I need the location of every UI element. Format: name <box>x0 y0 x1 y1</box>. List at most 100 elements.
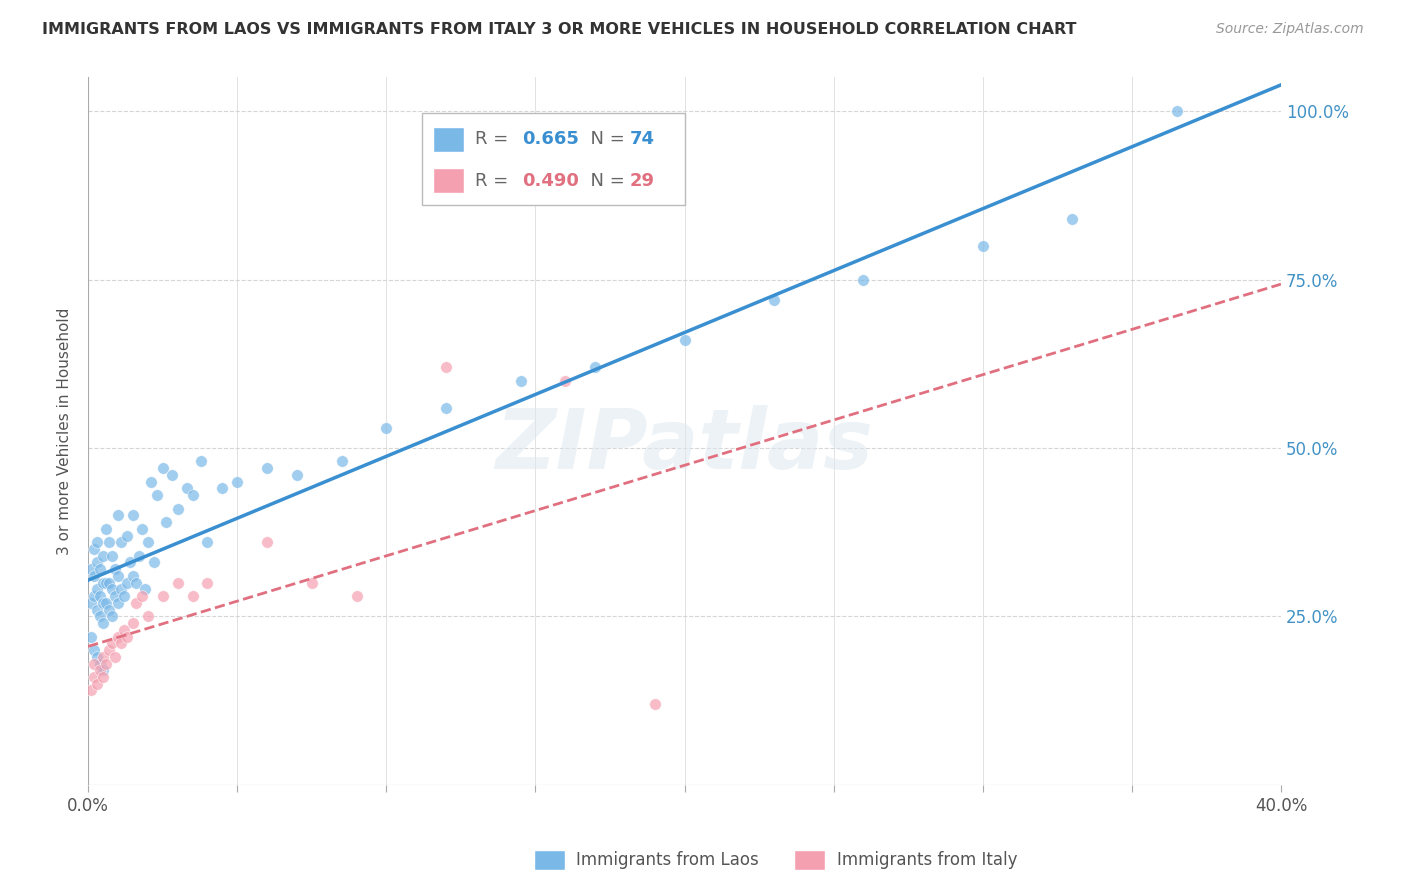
Point <box>131 589 153 603</box>
Point <box>118 556 141 570</box>
FancyBboxPatch shape <box>433 127 464 152</box>
Point <box>83 569 105 583</box>
Point <box>136 535 159 549</box>
Point <box>112 589 135 603</box>
Point <box>86 676 108 690</box>
Point <box>125 575 148 590</box>
Point <box>256 535 278 549</box>
Point <box>89 657 111 671</box>
Point <box>128 549 150 563</box>
Point <box>83 541 105 556</box>
Text: Source: ZipAtlas.com: Source: ZipAtlas.com <box>1216 22 1364 37</box>
Point <box>142 556 165 570</box>
Point <box>190 454 212 468</box>
Point <box>256 461 278 475</box>
Point <box>972 239 994 253</box>
Point <box>136 609 159 624</box>
Point <box>80 630 103 644</box>
Point <box>125 596 148 610</box>
Point <box>301 575 323 590</box>
Point <box>115 575 138 590</box>
Point <box>110 582 132 597</box>
Point <box>83 589 105 603</box>
Point <box>91 649 114 664</box>
Point <box>673 333 696 347</box>
Text: Immigrants from Laos: Immigrants from Laos <box>576 851 759 869</box>
Point <box>91 663 114 677</box>
Point <box>131 522 153 536</box>
Point <box>211 481 233 495</box>
Point <box>94 575 117 590</box>
Point <box>110 636 132 650</box>
Point <box>80 596 103 610</box>
Point <box>98 575 121 590</box>
Point <box>181 589 204 603</box>
Point <box>89 589 111 603</box>
Point <box>80 683 103 698</box>
Point <box>115 630 138 644</box>
Point <box>101 636 124 650</box>
Point <box>115 528 138 542</box>
Point <box>285 467 308 482</box>
Point <box>434 401 457 415</box>
Point <box>197 535 219 549</box>
Text: N =: N = <box>579 172 630 190</box>
Point <box>101 549 124 563</box>
Point <box>104 589 127 603</box>
Point <box>145 488 167 502</box>
Point <box>94 657 117 671</box>
Point <box>91 575 114 590</box>
Point <box>122 569 145 583</box>
Point <box>155 515 177 529</box>
Point <box>110 535 132 549</box>
Point <box>86 649 108 664</box>
Point <box>644 697 666 711</box>
Text: N =: N = <box>579 130 630 148</box>
Point <box>89 609 111 624</box>
Point <box>197 575 219 590</box>
Text: R =: R = <box>475 130 513 148</box>
Point <box>1166 104 1188 119</box>
Point <box>98 643 121 657</box>
FancyBboxPatch shape <box>433 168 464 194</box>
Point <box>86 556 108 570</box>
Point <box>91 616 114 631</box>
Point <box>104 649 127 664</box>
Point <box>134 582 156 597</box>
Point <box>107 508 129 523</box>
Y-axis label: 3 or more Vehicles in Household: 3 or more Vehicles in Household <box>58 308 72 555</box>
Point <box>83 670 105 684</box>
Point <box>181 488 204 502</box>
Point <box>160 467 183 482</box>
Point <box>509 374 531 388</box>
Point <box>122 508 145 523</box>
Point <box>86 535 108 549</box>
Point <box>94 522 117 536</box>
Point <box>86 582 108 597</box>
Point <box>101 582 124 597</box>
FancyBboxPatch shape <box>794 850 825 870</box>
Point <box>86 602 108 616</box>
Point <box>375 421 398 435</box>
Point <box>104 562 127 576</box>
Point <box>139 475 162 489</box>
Point <box>80 562 103 576</box>
Point <box>1062 211 1084 226</box>
Point <box>152 589 174 603</box>
Point <box>583 360 606 375</box>
Point <box>763 293 786 307</box>
Point <box>112 623 135 637</box>
Point <box>91 549 114 563</box>
Point <box>330 454 353 468</box>
Point <box>89 663 111 677</box>
Text: Immigrants from Italy: Immigrants from Italy <box>837 851 1017 869</box>
Point <box>98 535 121 549</box>
Text: 0.665: 0.665 <box>523 130 579 148</box>
Point <box>107 596 129 610</box>
Point <box>152 461 174 475</box>
Text: 74: 74 <box>630 130 654 148</box>
Text: 29: 29 <box>630 172 654 190</box>
Point <box>554 374 576 388</box>
Point <box>91 596 114 610</box>
Point <box>166 501 188 516</box>
